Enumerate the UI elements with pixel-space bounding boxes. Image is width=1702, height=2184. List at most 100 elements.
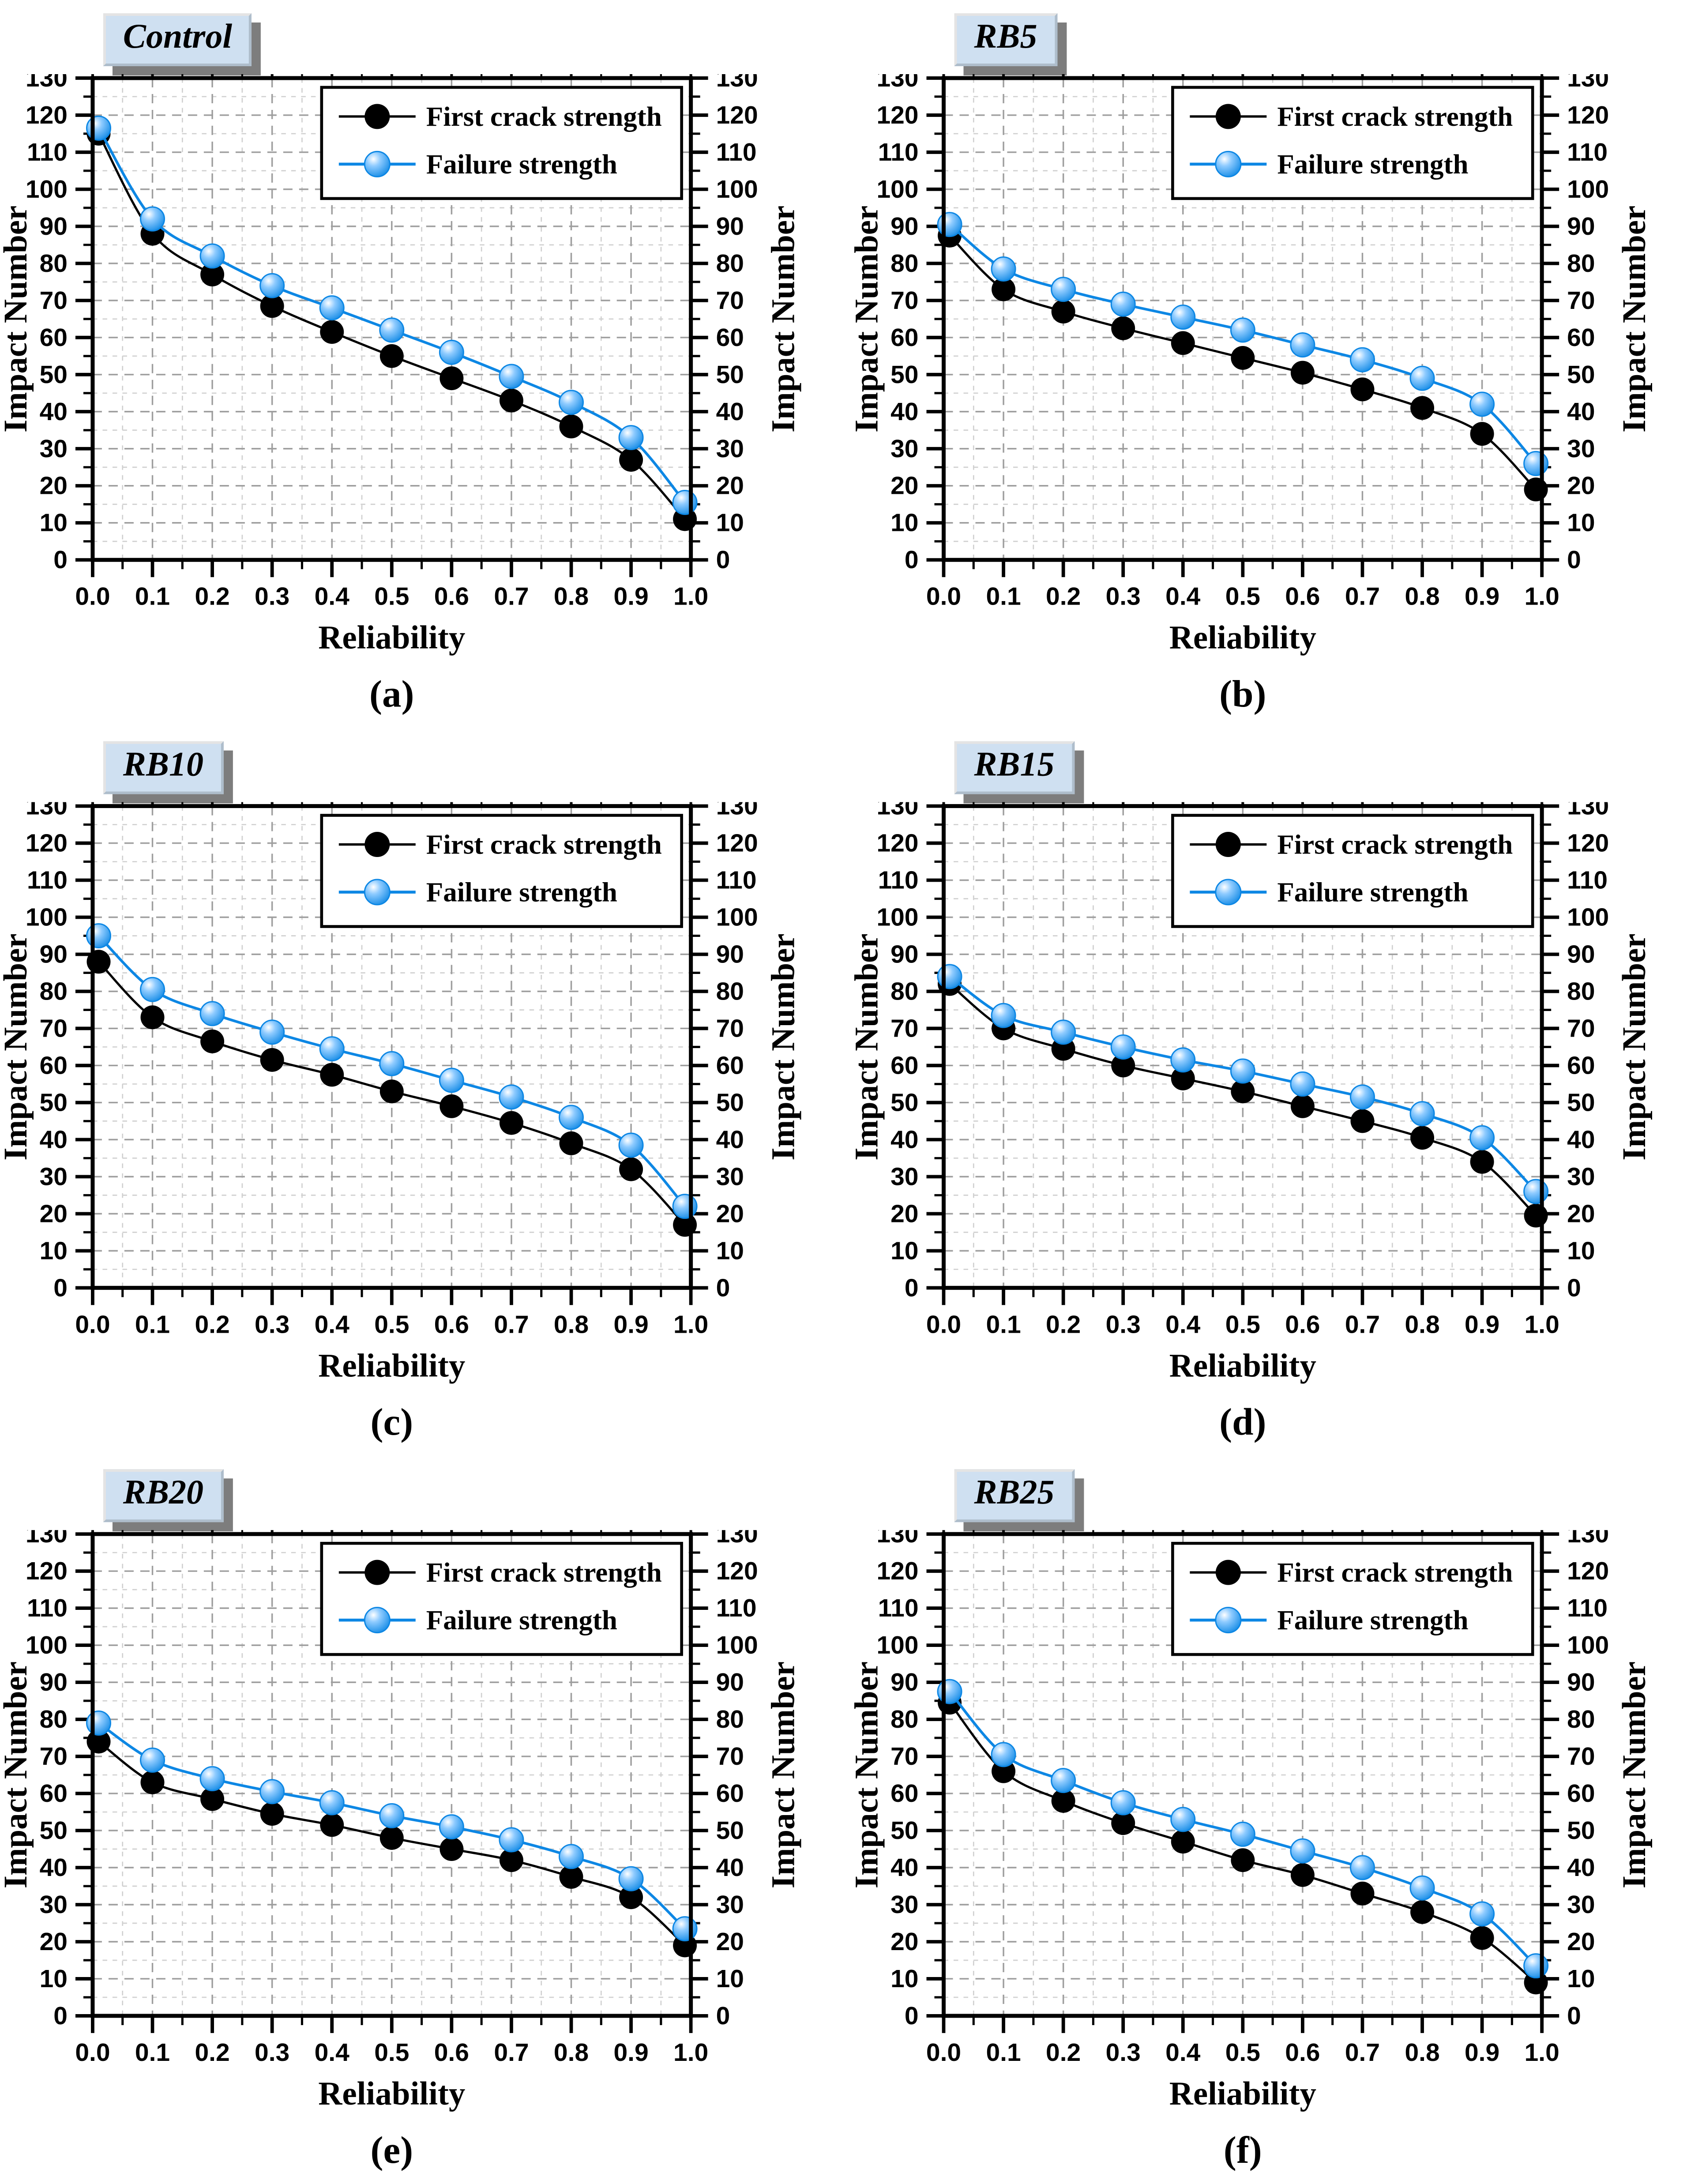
y-tick-label-left: 130 — [26, 801, 68, 819]
y-tick-label-left: 30 — [890, 1162, 918, 1190]
y-tick-label-left: 100 — [26, 902, 68, 931]
first-crack-marker — [1524, 477, 1548, 501]
first-crack-marker — [1470, 1925, 1494, 1950]
y-tick-label-left: 110 — [878, 1594, 919, 1622]
y-tick-label-left: 70 — [40, 1014, 68, 1042]
y-tick-label-right: 100 — [1567, 902, 1609, 931]
x-tick-label: 0.2 — [1046, 1310, 1081, 1338]
y-tick-label-left: 10 — [40, 1236, 68, 1264]
first-crack-marker — [260, 1047, 284, 1071]
y-tick-label-right: 60 — [1567, 323, 1595, 351]
y-tick-label-right: 130 — [1567, 801, 1609, 819]
y-axis-title-right: Impact Number — [765, 933, 802, 1160]
first-crack-marker — [1470, 421, 1494, 445]
y-tick-label-left: 80 — [890, 248, 918, 277]
legend: First crack strength Failure strength — [320, 85, 683, 199]
plot-frame — [942, 75, 1544, 561]
y-tick-label-left: 60 — [40, 1051, 68, 1079]
y-tick-label-left: 0 — [53, 2001, 68, 2029]
first-crack-marker — [260, 1801, 284, 1825]
first-crack-marker — [499, 1847, 523, 1872]
legend-marker-first-crack — [1215, 831, 1241, 857]
y-tick-label-left: 120 — [26, 828, 68, 857]
failure-marker — [1051, 1019, 1076, 1044]
y-tick-label-left: 40 — [890, 1125, 918, 1153]
first-crack-marker — [1051, 1788, 1075, 1812]
y-tick-label-right: 40 — [1567, 397, 1595, 425]
y-tick-label-left: 120 — [876, 1556, 918, 1585]
y-tick-label-right: 130 — [716, 73, 758, 91]
failure-marker — [140, 206, 165, 231]
y-tick-label-left: 60 — [890, 1051, 918, 1079]
y-tick-label-left: 50 — [890, 1816, 918, 1844]
x-tick-label: 0.6 — [1285, 582, 1320, 610]
failure-marker — [672, 1193, 698, 1218]
failure-marker — [319, 1035, 345, 1061]
first-crack-marker — [1051, 299, 1075, 323]
legend-marker-failure — [364, 878, 391, 905]
failure-marker — [1290, 331, 1315, 357]
failure-marker — [1230, 1821, 1255, 1846]
y-tick-label-right: 50 — [1567, 1088, 1595, 1116]
failure-marker — [1110, 291, 1136, 316]
failure-marker — [937, 1678, 962, 1704]
y-tick-label-right: 0 — [716, 545, 730, 573]
first-crack-marker — [499, 388, 523, 412]
y-tick-label-left: 0 — [53, 1273, 68, 1301]
x-tick-label: 1.0 — [1525, 2037, 1559, 2066]
y-tick-label-left: 80 — [40, 248, 68, 277]
failure-marker — [199, 243, 225, 268]
legend-label-failure: Failure strength — [1277, 876, 1468, 907]
x-tick-label: 0.3 — [1106, 582, 1141, 610]
y-tick-label-right: 110 — [716, 865, 757, 894]
x-tick-label: 0.3 — [255, 582, 289, 610]
series-failure — [86, 922, 698, 1218]
legend: First crack strength Failure strength — [320, 813, 683, 928]
x-tick-label: 0.9 — [613, 582, 648, 610]
x-tick-label: 0.9 — [613, 2037, 648, 2066]
legend: First crack strength Failure strength — [1171, 85, 1534, 199]
y-tick-label-right: 20 — [1567, 1927, 1595, 1955]
chart-canvas-rb10: 0.0 0.1 0.2 0.3 0.4 0.5 0.6 0.7 0.8 0.9 1.0 0 0 10 10 2… — [0, 801, 802, 1383]
y-tick-label-left: 50 — [40, 360, 68, 388]
x-tick-label: 0.4 — [315, 2037, 350, 2066]
legend-marker-failure — [1215, 150, 1242, 177]
y-tick-label-left: 130 — [26, 1530, 68, 1548]
failure-marker — [1230, 317, 1255, 342]
x-tick-label: 0.6 — [1285, 2037, 1320, 2066]
plot-frame — [942, 803, 1544, 1289]
legend-label-first_crack: First crack strength — [1277, 828, 1513, 859]
y-tick-label-left: 70 — [40, 1742, 68, 1770]
y-tick-label-right: 80 — [1567, 977, 1595, 1005]
x-tick-label: 0.9 — [613, 1310, 648, 1338]
y-tick-label-left: 90 — [40, 211, 68, 240]
first-crack-marker — [1410, 1899, 1435, 1924]
failure-marker — [379, 1050, 405, 1076]
x-tick-label: 0.1 — [135, 1310, 170, 1338]
y-tick-label-right: 50 — [716, 1088, 744, 1116]
x-tick-label: 0.6 — [434, 582, 469, 610]
y-axis-title-right: Impact Number — [1616, 933, 1653, 1160]
panel-rb5: RB5 0.0 0.1 0.2 0.3 0.4 0.5 0.6 0.7 0.8 0.9 1.0 0 0 1… — [851, 0, 1702, 728]
x-tick-label: 0.6 — [434, 2037, 469, 2066]
first-crack-marker — [1231, 345, 1255, 369]
panel-caption: (f) — [1223, 2129, 1262, 2172]
panel-label: RB25 — [974, 1473, 1055, 1512]
y-tick-label-right: 60 — [716, 1051, 744, 1079]
y-tick-label-left: 100 — [876, 1631, 918, 1659]
x-tick-label: 0.1 — [986, 582, 1021, 610]
x-tick-label: 0.2 — [195, 2037, 229, 2066]
failure-marker — [259, 1019, 285, 1044]
x-tick-label: 0.3 — [1106, 1310, 1141, 1338]
y-tick-label-left: 60 — [890, 323, 918, 351]
x-tick-label: 1.0 — [673, 1310, 708, 1338]
tick-labels: 0.0 0.1 0.2 0.3 0.4 0.5 0.6 0.7 0.8 0.9 1.0 0 0 10 10 2… — [876, 801, 1609, 1338]
y-tick-label-left: 70 — [890, 1014, 918, 1042]
failure-marker — [559, 1843, 584, 1868]
failure-marker — [1290, 1071, 1315, 1096]
y-axis-title-left: Impact Number — [851, 933, 885, 1160]
legend-label-failure: Failure strength — [1277, 148, 1468, 179]
y-tick-label-left: 20 — [40, 1927, 68, 1955]
y-tick-label-right: 0 — [1567, 545, 1581, 573]
x-tick-label: 0.2 — [1046, 2037, 1081, 2066]
